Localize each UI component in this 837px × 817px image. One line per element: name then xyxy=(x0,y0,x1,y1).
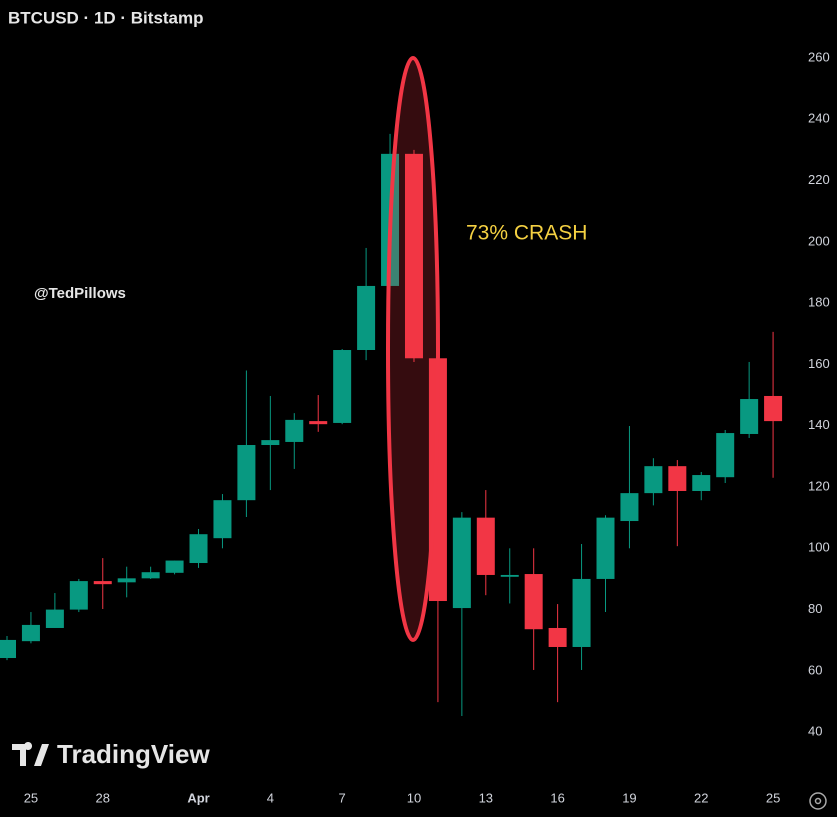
candle-body xyxy=(548,627,567,647)
gear[interactable] xyxy=(809,792,827,810)
x-tick-label: 7 xyxy=(339,790,346,805)
y-tick-label: 180 xyxy=(808,295,830,310)
y-tick-label: 40 xyxy=(808,724,822,739)
candle-body xyxy=(644,466,663,494)
x-tick-label: 13 xyxy=(479,790,493,805)
x-tick-label: 22 xyxy=(694,790,708,805)
x-tick-label: 25 xyxy=(24,790,38,805)
x-tick-label: 10 xyxy=(407,790,421,805)
candle-body xyxy=(357,285,376,351)
candle-body xyxy=(261,440,280,446)
y-tick-label: 60 xyxy=(808,662,822,677)
candle-body xyxy=(333,350,352,423)
candle-body xyxy=(668,466,687,491)
candle-body xyxy=(692,475,711,491)
candle-body xyxy=(764,395,783,422)
settings-icon[interactable] xyxy=(809,792,827,810)
highlight-ellipse xyxy=(386,56,440,642)
candle-body xyxy=(45,609,64,628)
candle-body xyxy=(476,517,495,575)
gear-hub[interactable] xyxy=(814,797,822,805)
y-tick-label: 140 xyxy=(808,417,830,432)
candle-body xyxy=(69,581,88,610)
candle-body xyxy=(620,493,639,522)
x-tick-label: 16 xyxy=(550,790,564,805)
candle-body xyxy=(500,574,519,577)
chart-title: BTCUSD · 1D · Bitstamp xyxy=(8,8,204,27)
y-tick-label: 200 xyxy=(808,233,830,248)
candle-body xyxy=(596,517,615,579)
candle-body xyxy=(21,624,40,642)
candle-body xyxy=(740,399,759,434)
candle-body xyxy=(237,445,256,501)
candle-body xyxy=(213,500,232,539)
y-tick-label: 160 xyxy=(808,356,830,371)
brand-text: TradingView xyxy=(57,739,210,769)
candle-body xyxy=(524,574,543,630)
x-tick-label: 25 xyxy=(766,790,780,805)
annotation: 73% CRASH xyxy=(466,222,587,245)
x-tick-label: 28 xyxy=(96,790,110,805)
watermark: @TedPillows xyxy=(34,285,126,302)
y-tick-label: 80 xyxy=(808,601,822,616)
y-tick-label: 120 xyxy=(808,478,830,493)
candle-body xyxy=(716,433,735,478)
candle-body xyxy=(404,153,423,359)
candle-body xyxy=(93,581,112,585)
candle-body xyxy=(309,421,328,425)
y-tick-label: 240 xyxy=(808,111,830,126)
candle-body xyxy=(0,639,16,659)
candle-body xyxy=(572,578,591,647)
candle-body xyxy=(117,578,136,583)
brand-logo: TradingView xyxy=(12,739,210,769)
candle-body xyxy=(285,419,304,442)
x-tick-label: 19 xyxy=(622,790,636,805)
y-tick-label: 100 xyxy=(808,540,830,555)
candle-body xyxy=(452,517,471,609)
y-tick-label: 260 xyxy=(808,49,830,64)
candle-body xyxy=(165,560,184,573)
candle-body xyxy=(141,572,160,579)
y-tick-label: 220 xyxy=(808,172,830,187)
x-tick-label: Apr xyxy=(187,790,209,805)
candle-body xyxy=(189,534,208,564)
logo-icon xyxy=(12,742,49,766)
x-tick-label: 4 xyxy=(267,790,274,805)
